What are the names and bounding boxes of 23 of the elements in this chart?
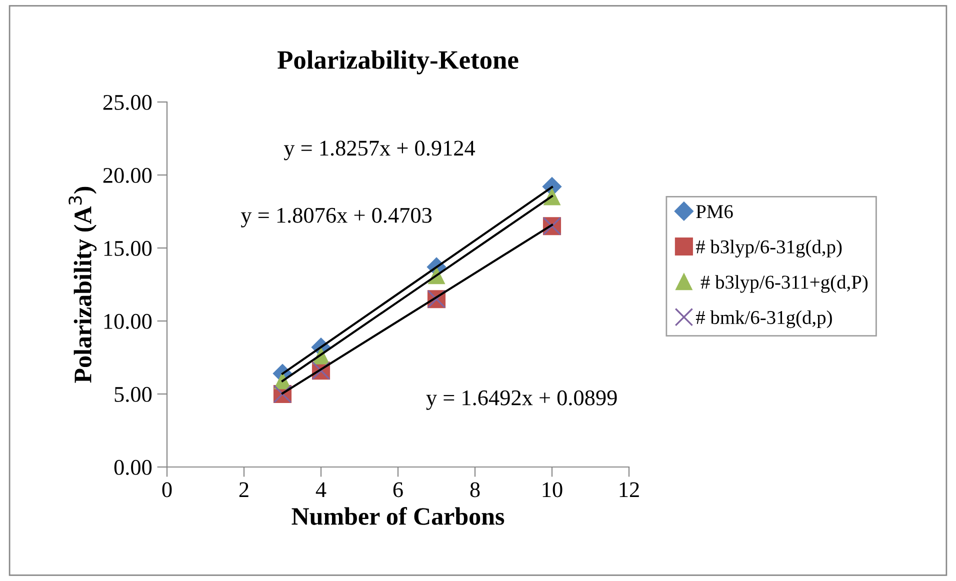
y-axis-title: Polarizability (A$^{3}$)	[68, 186, 97, 383]
annotation: y = 1.8257x + 0.9124	[284, 140, 476, 160]
x-tick-label: 6	[393, 482, 403, 498]
y-tick-label: 0.00	[114, 460, 152, 476]
legend-label: # b3lyp/6-311+g(d,P)	[700, 275, 868, 293]
legend-label: # b3lyp/6-31g(d,p)	[696, 240, 842, 258]
annotation: y = 1.6492x + 0.0899	[426, 390, 617, 410]
x-tick-label: 0	[162, 482, 172, 498]
annotation: y = 1.8076x + 0.4703	[240, 208, 432, 228]
y-tick-label: 25.00	[103, 94, 152, 110]
chart-title: Polarizability-Ketone	[278, 50, 518, 74]
x-tick-label: 10	[542, 482, 562, 498]
x-tick-label: 12	[620, 482, 639, 498]
x-tick-label: 4	[316, 482, 326, 498]
y-tick-label: 15.00	[104, 240, 152, 256]
x-tick-label: 2	[239, 482, 248, 498]
y-tick-label: 20.00	[103, 168, 152, 184]
legend-label: PM6	[696, 205, 733, 218]
y-tick-label: 5.00	[114, 386, 152, 402]
x-tick-label: 8	[470, 482, 480, 498]
x-axis-title: Number of Carbons	[292, 507, 504, 525]
legend-label: # bmk/6-31g(d,p)	[696, 310, 832, 328]
y-tick-label: 10.00	[104, 314, 152, 330]
